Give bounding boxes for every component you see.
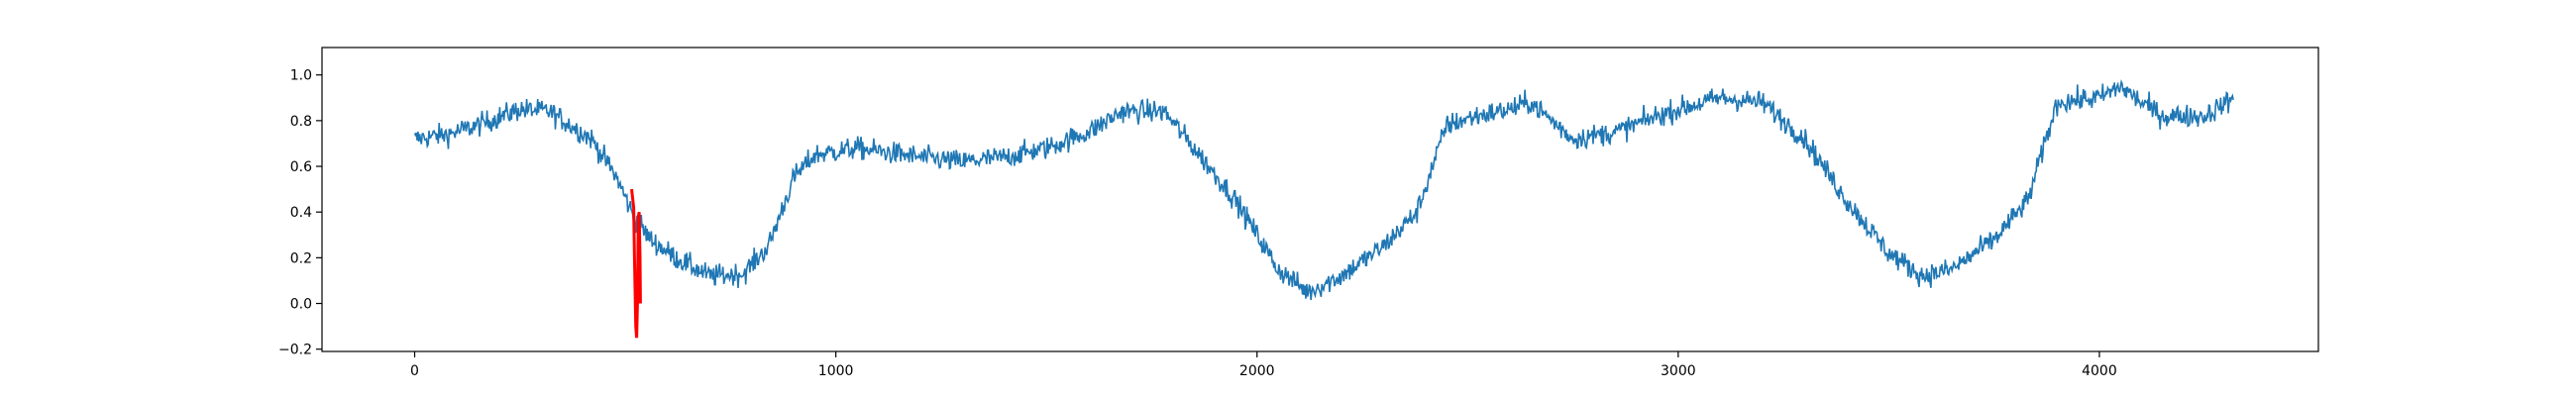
x-tick-label: 3000 [1661,363,1696,379]
y-tick-label: 0.6 [290,159,312,175]
x-tick-label: 2000 [1239,363,1275,379]
x-tick-label: 4000 [2082,363,2117,379]
y-tick-label: −0.2 [278,343,312,358]
y-tick-label: 1.0 [290,68,312,84]
x-axis: 0 1000 2000 3000 4000 [410,351,2117,379]
series-line-anomaly [630,188,642,339]
y-tick-label: 0.8 [290,114,312,130]
y-tick-label: 0.2 [290,250,312,266]
series-layer [413,79,2234,339]
plot-frame [321,47,2319,352]
x-tick-label: 1000 [818,363,854,379]
series-line-main [413,79,2234,301]
y-tick-label: 0.4 [290,205,312,221]
y-axis: −0.2 0.0 0.2 0.4 0.6 0.8 1.0 [278,68,322,358]
y-tick-label: 0.0 [290,297,312,313]
x-tick-label: 0 [410,363,419,379]
